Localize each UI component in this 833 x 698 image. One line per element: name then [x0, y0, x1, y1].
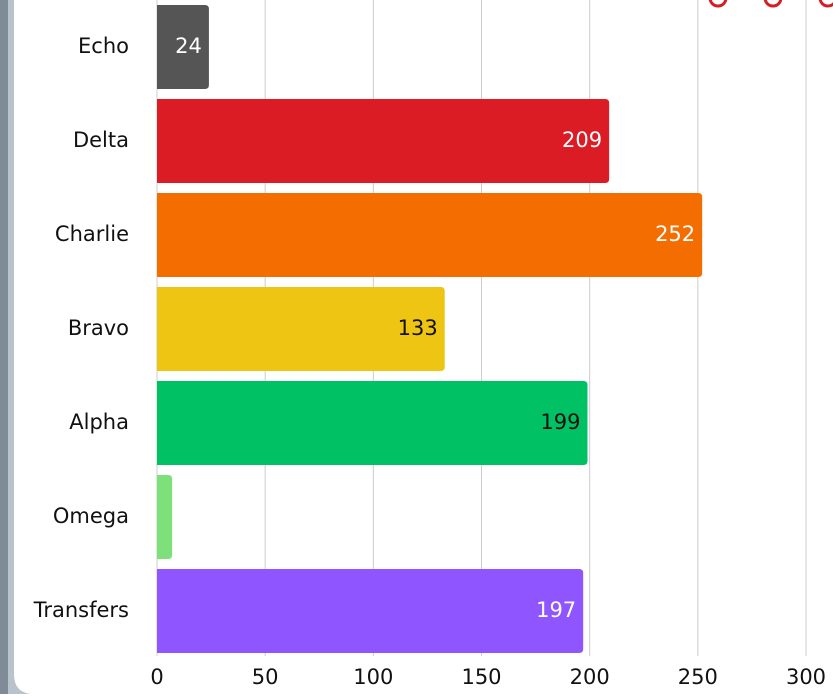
window-control[interactable]: [818, 0, 833, 8]
bar: [157, 193, 703, 277]
bar: [157, 381, 588, 465]
x-tick-label: 200: [570, 665, 610, 689]
value-label: 133: [398, 316, 438, 340]
y-tick-label: Omega: [53, 504, 129, 528]
background-photo-shade: [0, 0, 8, 694]
plot-area: 0 50 100 150 200 250 300 Echo 24 Delta 209 Charlie 2…: [33, 0, 826, 689]
value-label: 252: [655, 222, 695, 246]
y-tick-label: Echo: [78, 34, 129, 58]
x-tick-label: 50: [252, 665, 279, 689]
value-label: 24: [175, 34, 202, 58]
value-label: 197: [536, 598, 576, 622]
y-tick-label: Transfers: [33, 598, 129, 622]
y-tick-label: Bravo: [68, 316, 129, 340]
x-tick-label: 0: [150, 665, 163, 689]
x-tick-label: 300: [786, 665, 826, 689]
y-tick-label: Alpha: [69, 410, 129, 434]
bar: [157, 5, 209, 89]
bar: [157, 475, 173, 559]
x-tick-label: 100: [353, 665, 393, 689]
value-label: 199: [540, 410, 580, 434]
y-tick-label: Charlie: [55, 222, 129, 246]
window-control[interactable]: [763, 0, 783, 8]
bar: [157, 287, 445, 371]
x-tick-label: 150: [461, 665, 501, 689]
bar: [157, 569, 584, 653]
y-tick-label: Delta: [73, 128, 129, 152]
value-label: 209: [562, 128, 602, 152]
x-tick-label: 250: [678, 665, 718, 689]
window-control[interactable]: [708, 0, 728, 8]
bar: [157, 99, 610, 183]
